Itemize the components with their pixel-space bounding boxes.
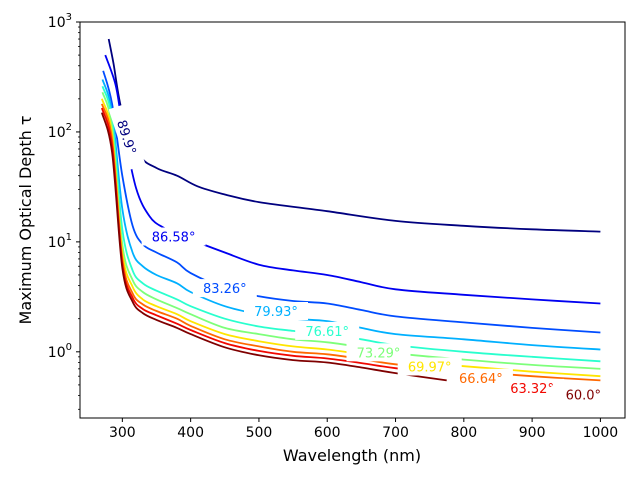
series-line-6 — [101, 91, 601, 370]
contour-label-text: 63.32° — [510, 382, 554, 397]
contour-label-bg — [500, 378, 565, 397]
x-axis-label: Wavelength (nm) — [283, 446, 421, 465]
series-line-2 — [104, 54, 601, 305]
series-line-1 — [107, 38, 601, 233]
contour-label-text: 86.58° — [152, 231, 196, 246]
contour-label-text: 73.29° — [357, 346, 401, 361]
contour-label-bg — [108, 103, 146, 171]
contour-label-bg — [346, 343, 411, 362]
x-tick-label: 800 — [450, 425, 477, 441]
contour-label-bg — [448, 368, 513, 387]
contour-label-bg — [551, 385, 616, 404]
contour-label-4: 79.93° — [244, 302, 308, 320]
x-tick-label: 500 — [246, 425, 273, 441]
plot-frame — [79, 21, 626, 419]
y-tick-label: 103 — [48, 12, 72, 31]
contour-label-bg — [295, 321, 360, 340]
y-tick-label: 101 — [48, 232, 72, 251]
x-tick-label: 900 — [519, 425, 546, 441]
x-tick-label: 300 — [109, 425, 136, 441]
contour-label-5: 76.61° — [295, 321, 360, 340]
y-axis-label: Maximum Optical Depth τ — [16, 116, 35, 325]
series-line-4 — [101, 79, 601, 351]
contour-label-text: 83.26° — [203, 282, 247, 297]
x-tick-label: 700 — [382, 425, 409, 441]
series-line-3 — [102, 70, 601, 334]
y-tick-label: 100 — [48, 342, 72, 361]
y-tick-label: 102 — [48, 122, 72, 141]
contour-label-8: 66.64° — [448, 368, 513, 387]
series-lines — [101, 38, 601, 382]
x-axis: 300 400 500 600 700 800 900 1000 — [109, 418, 618, 441]
contour-label-10: 60.0° — [551, 385, 616, 404]
contour-label-bg — [192, 279, 257, 298]
contour-label-text: 76.61° — [305, 325, 349, 340]
contour-label-text: 66.64° — [459, 372, 503, 387]
contour-label-2: 86.58° — [141, 227, 206, 246]
x-tick-label: 1000 — [583, 425, 619, 441]
contour-label-3: 83.26° — [192, 279, 257, 298]
x-tick-label: 600 — [314, 425, 341, 441]
contour-label-text: 69.97° — [408, 361, 452, 376]
y-axis: 100 101 102 103 — [48, 12, 80, 410]
contour-label-6: 73.29° — [346, 343, 411, 362]
contour-label-9: 63.32° — [500, 378, 565, 397]
contour-label-bg — [397, 357, 462, 376]
contour-labels: 89.9°86.58°83.26°79.93°76.61°73.29°69.97… — [108, 103, 616, 404]
contour-label-bg — [141, 227, 206, 246]
contour-label-text: 60.0° — [566, 388, 601, 403]
contour-label-bg — [244, 302, 308, 320]
contour-label-7: 69.97° — [397, 357, 462, 376]
series-line-10 — [101, 112, 447, 382]
series-line-5 — [101, 86, 601, 363]
x-tick-label: 400 — [177, 425, 204, 441]
contour-label-text: 79.93° — [254, 305, 298, 320]
